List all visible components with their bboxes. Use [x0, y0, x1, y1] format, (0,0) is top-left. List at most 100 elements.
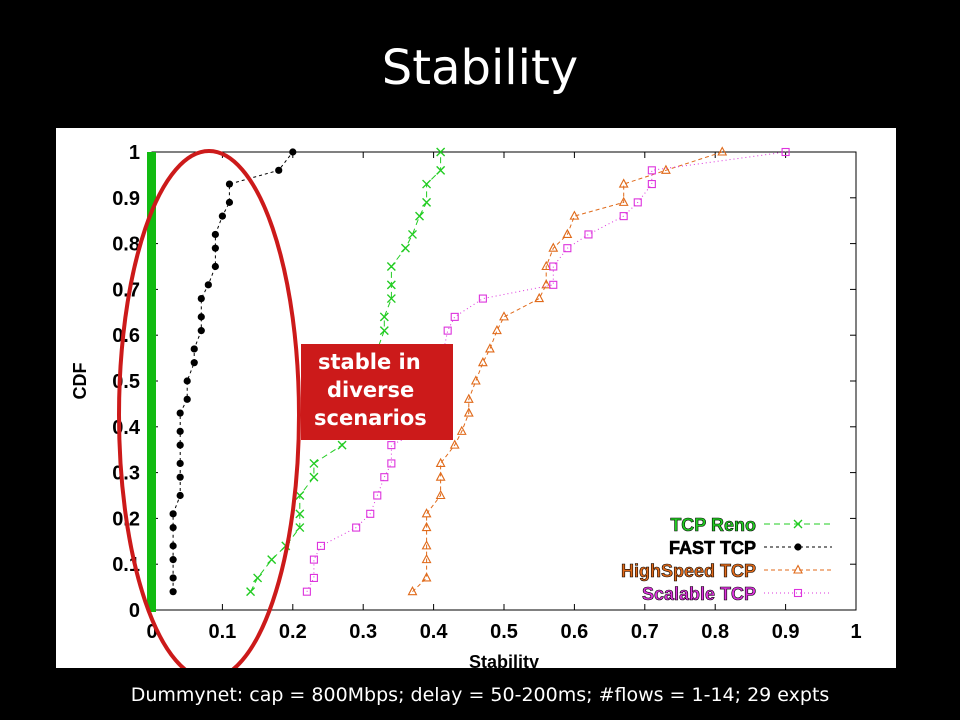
data-point-scalable	[302, 587, 311, 596]
data-point-highspeed	[449, 439, 460, 449]
data-point-fast	[183, 395, 191, 403]
data-point-highspeed	[463, 407, 474, 417]
stable-callout: stable in diverse scenarios	[301, 344, 453, 440]
x-tick-label: 0.8	[701, 621, 729, 643]
data-point-fast	[204, 281, 212, 289]
data-point-reno	[386, 262, 396, 271]
data-point-highspeed	[477, 357, 488, 367]
data-point-scalable	[584, 230, 593, 239]
data-point-reno	[337, 440, 347, 450]
data-point-scalable	[549, 262, 558, 271]
data-point-fast	[275, 166, 283, 174]
data-point-reno	[379, 326, 389, 336]
highlight-green-bar	[147, 152, 156, 612]
data-point-scalable	[309, 555, 318, 564]
data-point-reno	[436, 147, 446, 157]
data-point-reno	[267, 555, 277, 565]
data-point-reno	[400, 243, 410, 253]
series-line-reno	[250, 152, 442, 592]
legend-label-scalable: Scalable TCP	[642, 584, 756, 604]
data-point-scalable	[373, 491, 382, 500]
data-point-reno	[422, 179, 432, 189]
data-point-fast	[211, 262, 219, 271]
data-point-highspeed	[435, 489, 446, 500]
data-point-highspeed	[456, 425, 467, 435]
data-point-fast	[225, 180, 234, 188]
data-point-fast	[169, 510, 177, 518]
data-point-scalable	[316, 541, 326, 550]
x-tick-label: 0.6	[560, 621, 588, 643]
data-point-highspeed	[541, 279, 552, 289]
data-point-reno	[422, 197, 432, 207]
data-point-highspeed	[421, 553, 432, 564]
x-tick-label: 0.2	[279, 621, 307, 643]
y-axis-label: CDF	[70, 363, 90, 400]
data-point-highspeed	[407, 586, 418, 596]
data-point-fast	[197, 294, 205, 303]
data-point-reno	[246, 587, 256, 597]
data-point-fast	[169, 574, 177, 582]
data-point-highspeed	[421, 521, 432, 532]
data-point-scalable	[450, 312, 459, 321]
data-point-reno	[309, 458, 319, 468]
data-point-reno	[295, 523, 305, 533]
data-point-highspeed	[421, 572, 432, 582]
data-point-scalable	[387, 441, 396, 450]
data-point-scalable	[380, 473, 389, 482]
cdf-chart: 0 0.1 0.2 0.3 0.4 0.5 0.6 0.7 0.8 0.9 100.10.20.30…	[70, 142, 862, 668]
data-point-reno	[379, 312, 389, 322]
data-point-fast	[176, 441, 184, 449]
data-point-highspeed	[463, 393, 474, 403]
data-point-fast	[289, 148, 297, 156]
data-point-highspeed	[534, 292, 545, 303]
series-line-scalable	[306, 151, 786, 592]
data-point-scalable	[647, 180, 656, 189]
series-line-highspeed	[412, 151, 723, 593]
y-tick-label: 1	[129, 142, 140, 164]
data-point-fast	[183, 377, 191, 385]
data-point-highspeed	[485, 343, 495, 353]
data-point-reno	[407, 229, 417, 239]
data-point-reno	[295, 491, 305, 500]
callout-line-1: stable in	[318, 350, 421, 374]
data-point-reno	[415, 211, 425, 221]
chart-panel: 0 0.1 0.2 0.3 0.4 0.5 0.6 0.7 0.8 0.9 1 0 0.1 0.2 0.3 0…	[56, 128, 896, 668]
data-point-fast	[169, 523, 177, 532]
legend-marker-fast	[794, 543, 802, 551]
data-point-highspeed	[492, 324, 502, 335]
data-point-scalable	[633, 198, 642, 207]
y-tick-label: 0.5	[112, 371, 140, 393]
data-point-highspeed	[470, 375, 481, 385]
data-point-scalable	[366, 509, 375, 518]
data-point-scalable	[549, 280, 558, 289]
data-point-fast	[190, 359, 198, 367]
data-point-reno	[436, 165, 446, 175]
data-point-fast	[211, 230, 219, 239]
x-tick-label: 0.9	[772, 621, 800, 643]
data-point-fast	[176, 459, 184, 468]
y-tick-label: 0.8	[112, 234, 140, 256]
data-point-scalable	[647, 166, 656, 175]
data-point-highspeed	[569, 210, 580, 220]
data-point-highspeed	[435, 471, 446, 481]
legend-label-highspeed: HighSpeed TCP	[621, 561, 756, 581]
data-point-highspeed	[421, 508, 432, 518]
legend-marker-scalable	[793, 588, 803, 598]
data-point-fast	[225, 198, 234, 206]
annotation-ellipse	[117, 149, 301, 668]
data-point-reno	[253, 573, 263, 583]
data-point-fast	[211, 244, 219, 252]
y-tick-label: 0	[129, 600, 140, 622]
y-tick-label: 0.6	[112, 325, 140, 347]
legend-marker-highspeed	[793, 564, 803, 574]
experiment-caption: Dummynet: cap = 800Mbps; delay = 50-200m…	[130, 684, 830, 706]
data-point-scalable	[352, 523, 361, 532]
data-point-highspeed	[717, 146, 728, 156]
data-point-reno	[309, 472, 319, 482]
data-point-scalable	[309, 573, 318, 582]
data-point-fast	[197, 313, 205, 321]
series-line-fast	[172, 151, 294, 592]
legend-marker-reno	[793, 519, 803, 529]
data-point-scalable	[478, 294, 487, 303]
legend-label-fast: FAST TCP	[669, 538, 756, 558]
